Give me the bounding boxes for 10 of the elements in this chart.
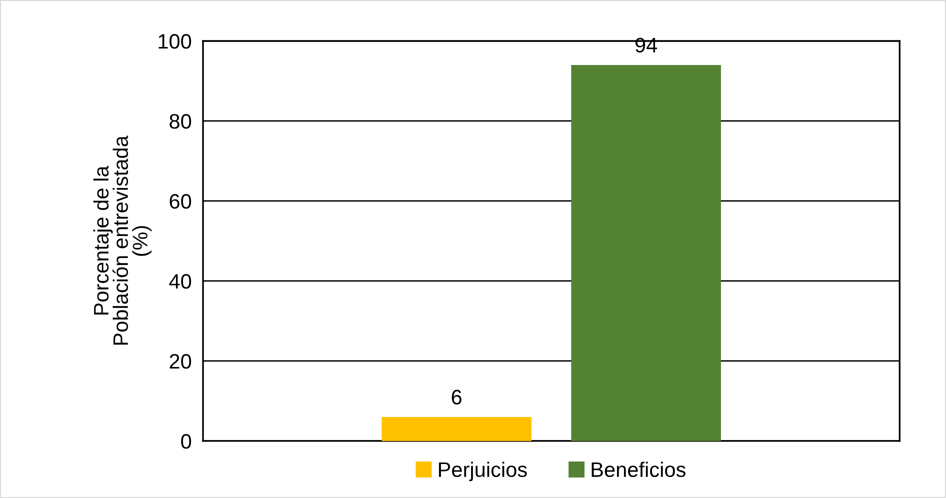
y-tick-label: 40 (169, 274, 192, 289)
y-tick-label: 20 (170, 354, 192, 369)
legend-label: Perjuicios (438, 462, 527, 482)
y-tick-label: 60 (170, 194, 192, 209)
legend-label: Beneficios (592, 462, 686, 478)
data-label: 6 (452, 390, 462, 405)
y-tick-label: 100 (158, 34, 192, 49)
y-tick-label: 80 (170, 114, 192, 129)
y-tick-label: 0 (181, 434, 192, 449)
y-axis-title: Porcentaje de la Población entrevistada (%) (93, 136, 152, 345)
